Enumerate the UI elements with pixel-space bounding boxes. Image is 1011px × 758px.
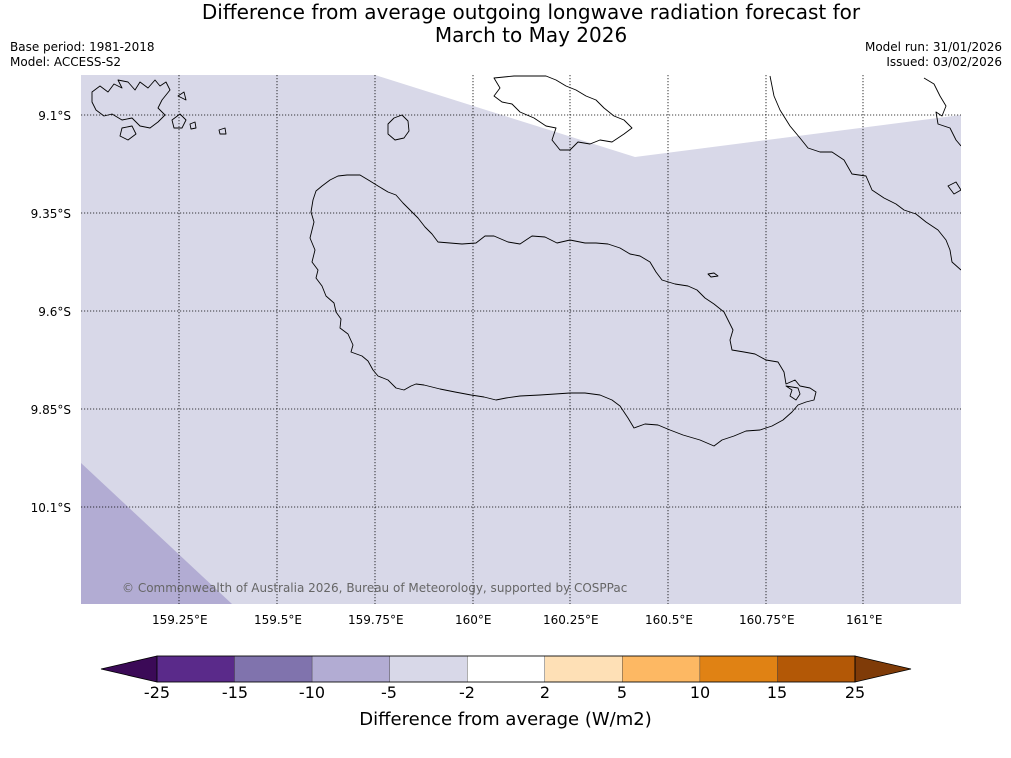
- cb-tick-label: -15: [221, 683, 249, 702]
- colorbar-segment: [544, 655, 623, 683]
- colorbar-under-arrow: [100, 655, 158, 683]
- cb-tick-label: -2: [459, 683, 475, 702]
- small-islet: [707, 272, 719, 278]
- lon-label: 160.75°E: [739, 613, 795, 627]
- issued-date: Issued: 03/02/2026: [886, 55, 1002, 69]
- malaita-coast: [769, 75, 961, 271]
- coastlines: [91, 75, 961, 447]
- lat-label: 9.1°S: [38, 109, 71, 123]
- nggela-islet-2: [171, 113, 187, 129]
- lon-label: 161°E: [846, 613, 883, 627]
- colorbar-over-arrow: [854, 655, 912, 683]
- ne-islet: [947, 181, 961, 195]
- title-line-2: March to May 2026: [434, 23, 628, 47]
- lat-label: 9.6°S: [38, 305, 71, 319]
- colorbar-outline: [156, 655, 856, 683]
- cb-tick-label: 2: [539, 683, 551, 702]
- cb-tick-label: -10: [298, 683, 326, 702]
- colorbar-segment: [699, 655, 778, 683]
- lon-label: 159.5°E: [254, 613, 302, 627]
- meta-right: Model run: 31/01/2026 Issued: 03/02/2026: [865, 40, 1002, 70]
- nggela-islet-3: [177, 91, 187, 101]
- colorbar-segment: [389, 655, 468, 683]
- ne-island-tip: [923, 77, 961, 147]
- copyright-notice: © Commonwealth of Australia 2026, Bureau…: [122, 581, 627, 595]
- colorbar: [100, 655, 912, 683]
- anomaly-region-minus10-to-minus5: [81, 463, 232, 604]
- lon-label: 159.25°E: [152, 613, 208, 627]
- graticule: [81, 75, 961, 604]
- model-run: Model run: 31/01/2026: [864, 40, 1002, 54]
- lat-label: 9.35°S: [30, 207, 71, 221]
- lat-label: 10.1°S: [30, 501, 71, 515]
- chart-title: Difference from average outgoing longwav…: [0, 1, 1011, 47]
- anomaly-region-minus5-to-minus2: [81, 75, 961, 604]
- north-central-island: [493, 75, 633, 151]
- base-period: Base period: 1981-2018: [10, 40, 155, 54]
- cb-tick-label: 15: [766, 683, 788, 702]
- meta-left: Base period: 1981-2018 Model: ACCESS-S2: [10, 40, 155, 70]
- colorbar-segment: [156, 655, 235, 683]
- nggela-islet-1: [119, 125, 137, 141]
- lon-label: 160.5°E: [645, 613, 693, 627]
- cb-tick-label: 5: [616, 683, 628, 702]
- lon-label: 159.75°E: [348, 613, 404, 627]
- cb-tick-label: -25: [143, 683, 171, 702]
- lon-label: 160°E: [455, 613, 492, 627]
- nggela-islands: [91, 79, 171, 129]
- colorbar-title: Difference from average (W/m2): [359, 709, 652, 730]
- nggela-islet-4: [189, 121, 197, 130]
- marau-islets: [785, 385, 801, 401]
- colorbar-segment: [777, 655, 856, 683]
- model-name: Model: ACCESS-S2: [10, 55, 122, 69]
- colorbar-segment: [622, 655, 701, 683]
- cb-tick-label: 25: [844, 683, 866, 702]
- cb-tick-label: -5: [381, 683, 397, 702]
- savo-island: [387, 114, 410, 141]
- colorbar-segment: [234, 655, 313, 683]
- nggela-islet-5: [218, 127, 227, 135]
- lon-label: 160.25°E: [543, 613, 599, 627]
- title-line-1: Difference from average outgoing longwav…: [201, 0, 861, 24]
- lat-label: 9.85°S: [30, 403, 71, 417]
- colorbar-segment: [467, 655, 545, 683]
- guadalcanal-island: [309, 174, 817, 447]
- colorbar-segment: [311, 655, 390, 683]
- cb-tick-label: 10: [689, 683, 711, 702]
